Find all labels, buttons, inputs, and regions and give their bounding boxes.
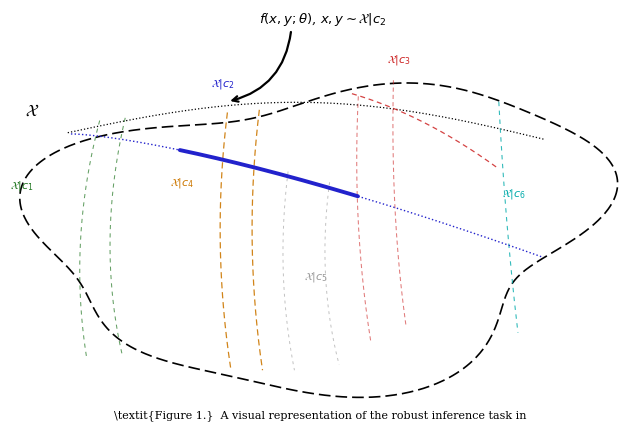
Text: $\mathcal{X}|c_2$: $\mathcal{X}|c_2$ (211, 77, 235, 91)
Text: $\mathcal{X}|c_4$: $\mathcal{X}|c_4$ (170, 176, 194, 190)
Text: $\mathcal{X}|c_3$: $\mathcal{X}|c_3$ (387, 53, 411, 67)
Text: $\mathcal{X}$: $\mathcal{X}$ (25, 103, 39, 120)
Text: \textit{Figure 1.}  A visual representation of the robust inference task in: \textit{Figure 1.} A visual representati… (114, 409, 526, 420)
Text: $f(x, y; \theta)$, $x, y \sim \mathcal{X}|c_2$: $f(x, y; \theta)$, $x, y \sim \mathcal{X… (259, 11, 387, 28)
Text: $\mathcal{X}|c_1$: $\mathcal{X}|c_1$ (10, 179, 34, 193)
Text: $\mathcal{X}|c_6$: $\mathcal{X}|c_6$ (502, 187, 526, 201)
Text: $\mathcal{X}|c_5$: $\mathcal{X}|c_5$ (304, 270, 328, 284)
